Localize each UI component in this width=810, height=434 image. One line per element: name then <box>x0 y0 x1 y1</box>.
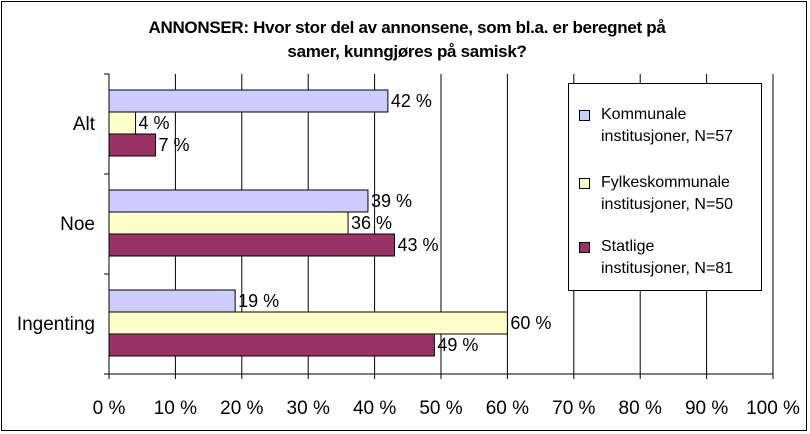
bar <box>108 233 396 257</box>
bar <box>108 289 236 313</box>
bar <box>108 311 508 335</box>
bar <box>108 189 369 213</box>
data-label: 7 % <box>158 135 189 155</box>
category-label: Alt <box>73 114 96 135</box>
x-tick-label: 10 % <box>154 398 197 419</box>
data-label: 36 % <box>351 213 392 233</box>
bar <box>108 89 389 113</box>
data-label: 43 % <box>398 235 439 255</box>
bar <box>108 111 137 135</box>
x-tick-label: 50 % <box>419 398 462 419</box>
data-label: 39 % <box>371 191 412 211</box>
chart-title-line-1: ANNONSER: Hvor stor del av annonsene, so… <box>148 18 666 37</box>
legend-label-kommunale-line-2: institusjoner, N=57 <box>601 128 734 145</box>
x-tick-label: 90 % <box>685 398 728 419</box>
x-tick-label: 20 % <box>220 398 263 419</box>
x-tick-label: 70 % <box>552 398 595 419</box>
bar <box>108 211 349 235</box>
data-label: 60 % <box>510 313 551 333</box>
x-tick-label: 30 % <box>287 398 330 419</box>
category-label: Noe <box>60 214 95 235</box>
legend-swatch-fylkeskommunale <box>579 178 590 189</box>
data-label: 42 % <box>391 91 432 111</box>
legend-label-statlige-line-1: Statlige <box>601 238 655 255</box>
data-label: 4 % <box>139 113 170 133</box>
chart-title-line-2: samer, kunngjøres på samisk? <box>287 42 527 61</box>
legend-label-kommunale-line-1: Kommunale <box>601 106 687 123</box>
x-tick-label: 40 % <box>353 398 396 419</box>
bar <box>108 333 435 357</box>
legend-label-fylkeskommunale-line-1: Fylkeskommunale <box>601 174 730 191</box>
bar <box>108 133 156 157</box>
legend-label-fylkeskommunale-line-2: institusjoner, N=50 <box>601 196 734 213</box>
x-tick-label: 80 % <box>619 398 662 419</box>
x-tick-label: 60 % <box>486 398 529 419</box>
x-tick-label: 100 % <box>746 398 800 419</box>
category-label: Ingenting <box>17 314 95 335</box>
chart-legend: Kommunale institusjoner, N=57 Fylkeskomm… <box>568 83 762 291</box>
data-label: 49 % <box>437 335 478 355</box>
legend-swatch-kommunale <box>579 110 590 121</box>
legend-swatch-statlige <box>579 242 590 253</box>
legend-label-statlige-line-2: institusjoner, N=81 <box>601 260 734 277</box>
x-tick-label: 0 % <box>93 398 126 419</box>
chart-title: ANNONSER: Hvor stor del av annonsene, so… <box>62 16 752 64</box>
data-label: 19 % <box>238 291 279 311</box>
